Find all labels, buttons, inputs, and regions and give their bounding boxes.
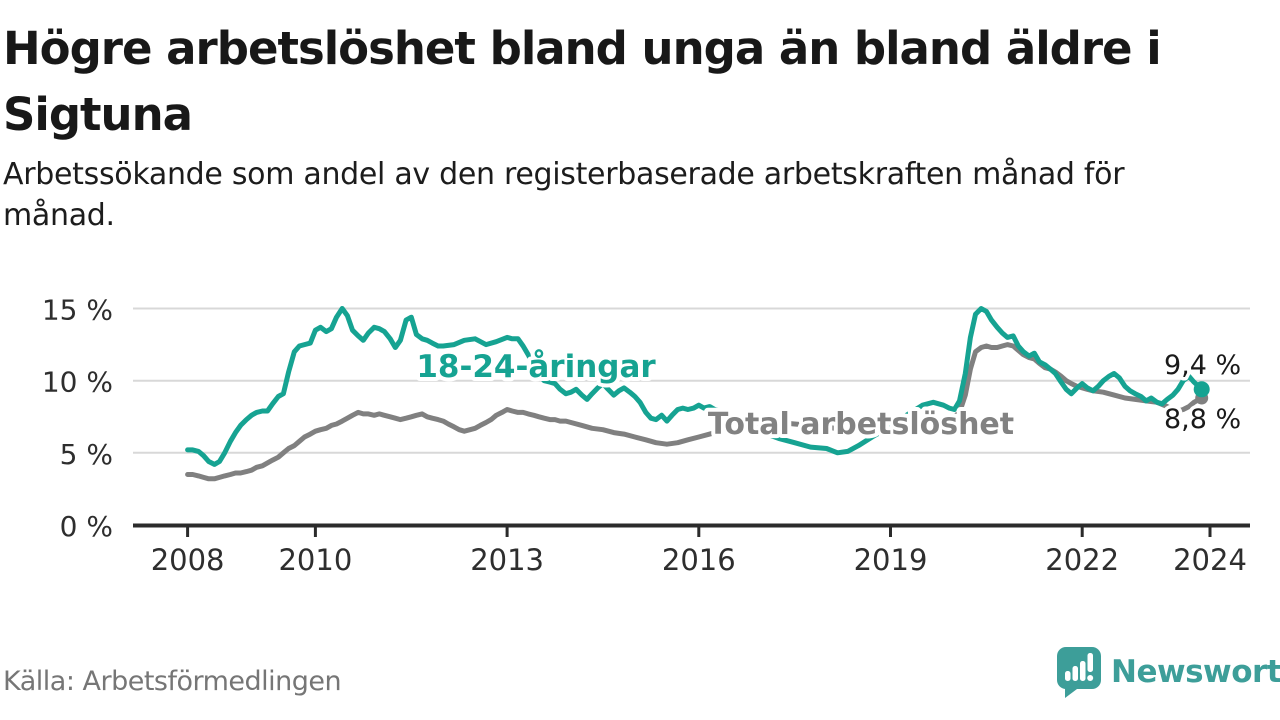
x-tick-label-2024: 2024: [1173, 543, 1247, 577]
x-axis: [133, 523, 1250, 537]
x-tick-label-2010: 2010: [278, 543, 352, 577]
newsworthy-pin-icon: [1056, 647, 1101, 698]
chart-subtitle: Arbetssökande som andel av den registerb…: [3, 155, 1263, 236]
y-tick-label-10: 10 %: [42, 366, 113, 399]
y-tick-label-0: 0 %: [60, 510, 113, 543]
end-dots: [1193, 381, 1210, 405]
y-tick-label-15: 15 %: [42, 294, 113, 327]
series-line-youth: [185, 306, 1205, 467]
subtitle-line-1: Arbetssökande som andel av den registerb…: [3, 157, 1125, 192]
y-tick-label-5: 5 %: [60, 438, 113, 471]
brand-logo: Newsworthy: [1056, 646, 1280, 698]
series-lines: [185, 306, 1205, 482]
end-dot-youth: [1193, 381, 1210, 398]
brand-name: Newsworthy: [1111, 654, 1280, 690]
x-tick-label-2019: 2019: [854, 543, 928, 577]
series-line-total: [185, 342, 1205, 482]
tick-labels: 0 % 5 % 10 % 15 % 2008 2010 2013 2016 2019 2022 20…: [42, 294, 1247, 578]
end-value-label-youth: 9,4 %: [1164, 350, 1241, 381]
series-label-youth: 18-24-åringar: [416, 349, 656, 385]
gridlines: [133, 307, 1250, 454]
source-attribution: Källa: Arbetsförmedlingen: [3, 666, 342, 697]
x-tick-label-2022: 2022: [1045, 543, 1119, 577]
subtitle-line-2: månad.: [3, 197, 115, 233]
x-tick-label-2013: 2013: [470, 543, 544, 577]
x-tick-label-2008: 2008: [151, 543, 225, 577]
x-tick-label-2016: 2016: [662, 543, 736, 577]
title-line-1: Högre arbetslöshet bland unga än bland ä…: [3, 22, 1162, 75]
series-label-total: Total arbetslöshet: [708, 407, 1014, 442]
end-value-label-total: 8,8 %: [1164, 404, 1241, 435]
page-title: Högre arbetslöshet bland unga än bland ä…: [3, 16, 1263, 148]
title-line-2: Sigtuna: [3, 88, 193, 142]
